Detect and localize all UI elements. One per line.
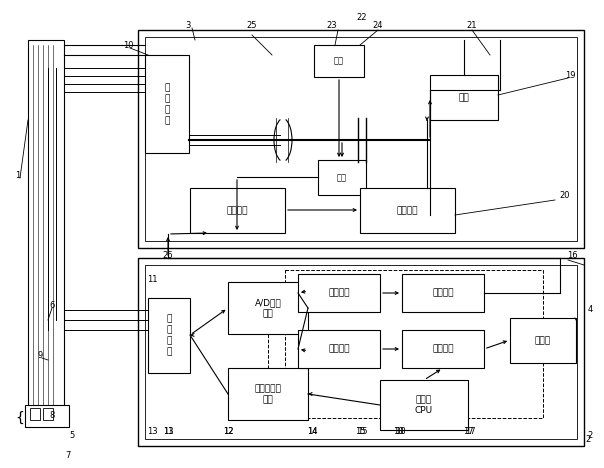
- Text: 光
纤
接
口: 光 纤 接 口: [164, 83, 170, 125]
- Text: 10: 10: [123, 41, 133, 50]
- Bar: [43, 408, 53, 420]
- Bar: [430, 75, 498, 120]
- Bar: [145, 37, 577, 241]
- Bar: [510, 318, 576, 363]
- Text: 18: 18: [393, 427, 403, 437]
- Text: 24: 24: [373, 21, 384, 29]
- Text: 视频合成: 视频合成: [432, 344, 454, 353]
- Text: 25: 25: [247, 21, 257, 29]
- Bar: [138, 258, 584, 446]
- Text: 26: 26: [162, 250, 173, 259]
- Bar: [298, 330, 380, 368]
- Bar: [190, 188, 285, 233]
- Text: 灯源: 灯源: [458, 93, 469, 102]
- Text: 18: 18: [394, 427, 405, 437]
- Text: 14: 14: [307, 427, 317, 437]
- Text: 14: 14: [307, 427, 317, 437]
- Text: 3: 3: [185, 21, 191, 29]
- Text: 9: 9: [37, 351, 43, 359]
- Text: 显示器: 显示器: [535, 336, 551, 345]
- Text: 5: 5: [69, 431, 75, 439]
- Text: 8: 8: [50, 410, 55, 419]
- Bar: [138, 30, 584, 248]
- Text: 22: 22: [357, 14, 367, 22]
- Text: A/D转换
存储: A/D转换 存储: [255, 298, 281, 318]
- Text: 16: 16: [567, 250, 577, 259]
- Text: 13: 13: [147, 427, 157, 437]
- Bar: [148, 298, 190, 373]
- Bar: [298, 274, 380, 312]
- Bar: [28, 40, 64, 410]
- Bar: [30, 408, 40, 420]
- Text: 电机: 电机: [337, 173, 347, 182]
- Text: 7: 7: [65, 451, 71, 460]
- Text: 12: 12: [223, 427, 233, 437]
- Text: 电
气
接
口: 电 气 接 口: [166, 314, 172, 357]
- Bar: [25, 405, 69, 427]
- Text: 亮度处理: 亮度处理: [328, 288, 350, 298]
- Text: 1: 1: [15, 170, 21, 180]
- Text: 20: 20: [560, 190, 570, 199]
- Bar: [402, 330, 484, 368]
- Bar: [145, 55, 189, 153]
- Bar: [380, 380, 468, 430]
- Text: 21: 21: [467, 21, 477, 29]
- Bar: [145, 265, 577, 439]
- Text: 15: 15: [357, 427, 367, 437]
- Text: 控制电路: 控制电路: [226, 206, 248, 215]
- Text: 处理器
CPU: 处理器 CPU: [415, 395, 433, 415]
- Text: 11: 11: [162, 427, 173, 437]
- Text: 17: 17: [464, 427, 475, 437]
- Text: 驱动电路: 驱动电路: [397, 206, 418, 215]
- Text: 12: 12: [223, 427, 233, 437]
- Text: 电机: 电机: [334, 57, 344, 66]
- Text: 23: 23: [327, 21, 337, 29]
- Text: 15: 15: [355, 427, 365, 437]
- Bar: [228, 368, 308, 420]
- Text: {: {: [16, 411, 24, 425]
- Text: 11: 11: [147, 276, 157, 285]
- Bar: [228, 282, 308, 334]
- Bar: [285, 270, 543, 418]
- Bar: [314, 45, 364, 77]
- Text: 亮度分析: 亮度分析: [432, 288, 454, 298]
- Bar: [402, 274, 484, 312]
- Bar: [318, 160, 366, 195]
- Text: 19: 19: [565, 71, 575, 80]
- Text: 摄像机驱动
电路: 摄像机驱动 电路: [254, 384, 281, 404]
- Text: 6: 6: [50, 300, 55, 309]
- Text: 4: 4: [587, 306, 593, 314]
- Text: 2: 2: [585, 436, 591, 445]
- Text: 色彩处理: 色彩处理: [328, 344, 350, 353]
- Bar: [360, 188, 455, 233]
- Text: 2: 2: [587, 431, 593, 439]
- Text: 13: 13: [162, 427, 173, 437]
- Text: 17: 17: [463, 427, 474, 437]
